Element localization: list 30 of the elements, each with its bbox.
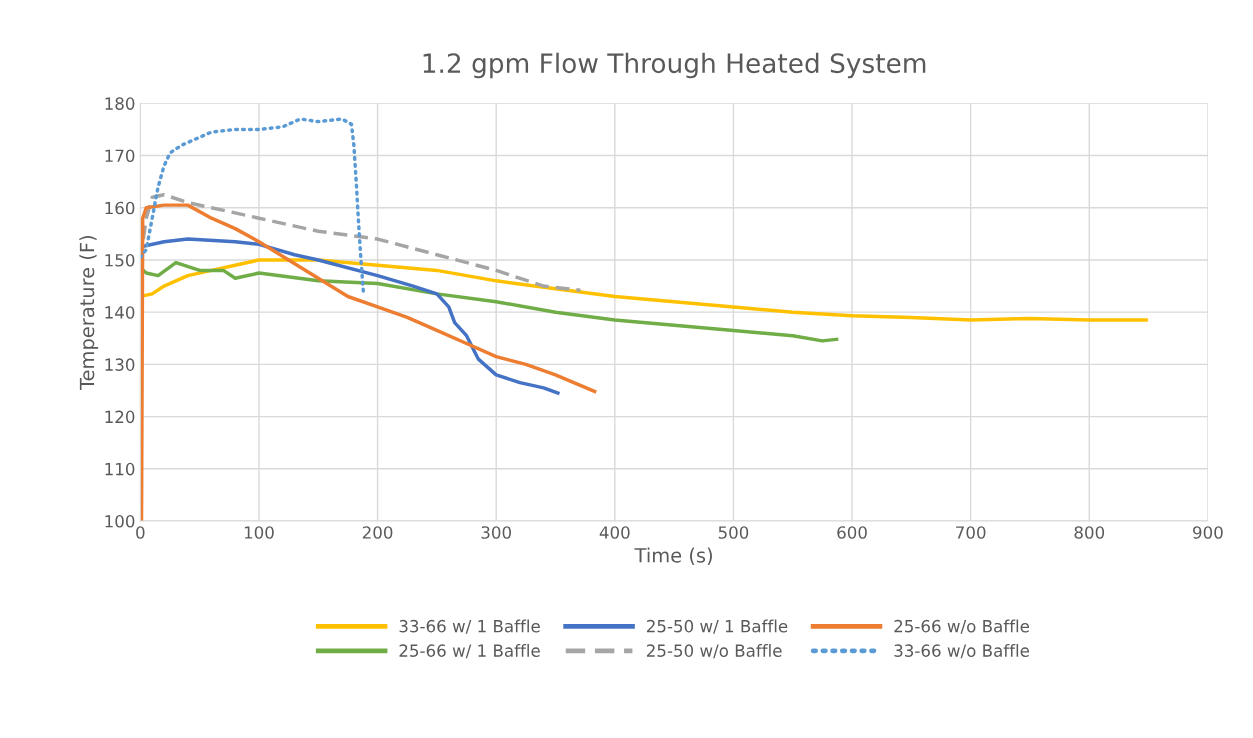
legend-label: 33-66 w/ 1 Baffle: [399, 619, 540, 634]
x-axis-title: Time (s): [634, 547, 712, 565]
legend-label: 25-66 w/o Baffle: [894, 619, 1030, 634]
y-tick-label: 100: [105, 514, 135, 528]
legend-label: 33-66 w/o Baffle: [894, 644, 1030, 659]
y-tick-label: 110: [105, 462, 135, 476]
y-tick-label: 150: [105, 253, 135, 267]
x-tick-label: 0: [136, 526, 145, 539]
line-series: [140, 203, 597, 522]
x-tick-label: 300: [481, 526, 511, 539]
y-tick-label: 170: [105, 149, 135, 163]
x-tick-label: 500: [718, 526, 749, 539]
x-tick-label: 600: [837, 526, 867, 539]
x-tick-label: 200: [362, 526, 393, 539]
y-tick-label: 160: [105, 201, 135, 215]
legend-label: 25-50 w/ 1 Baffle: [646, 619, 788, 634]
x-tick-label: 400: [599, 526, 630, 539]
x-tick-label: 900: [1193, 526, 1223, 539]
y-tick-label: 130: [105, 358, 135, 371]
y-axis-title: Temperature (F): [79, 236, 99, 391]
x-tick-label: 100: [244, 526, 274, 539]
y-tick-label: 140: [105, 306, 135, 319]
line-series: [140, 117, 366, 294]
y-tick-label: 120: [105, 410, 135, 424]
legend-label: 25-50 w/o Baffle: [646, 644, 782, 659]
x-tick-label: 800: [1074, 526, 1105, 539]
y-tick-label: 180: [105, 97, 135, 110]
chart-title: 1.2 gpm Flow Through Heated System: [423, 52, 926, 79]
legend-label: 25-66 w/ 1 Baffle: [399, 644, 540, 659]
x-tick-label: 700: [956, 526, 986, 539]
